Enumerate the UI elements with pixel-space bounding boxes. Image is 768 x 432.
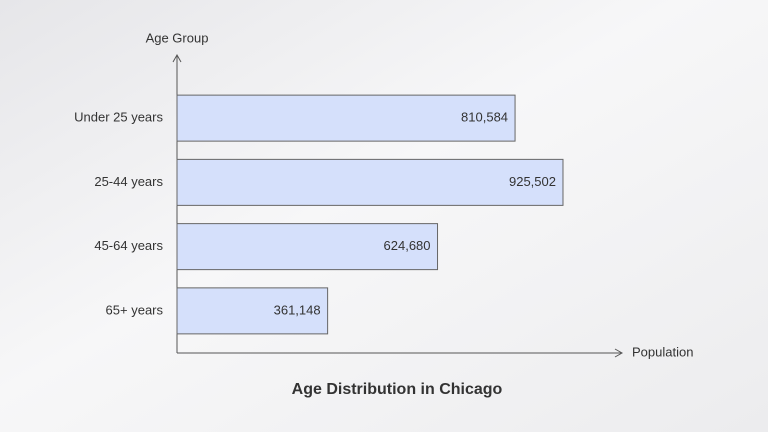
- value-label: 925,502: [509, 174, 556, 189]
- y-tick-label: 65+ years: [106, 302, 164, 317]
- value-label: 810,584: [461, 110, 508, 125]
- x-axis-label: Population: [632, 344, 693, 359]
- bar: [176, 94, 516, 142]
- y-tick-label: Under 25 years: [74, 110, 163, 125]
- bar: [176, 223, 439, 271]
- y-tick-label: 25-44 years: [94, 174, 163, 189]
- y-axis-label: Age Group: [146, 30, 209, 45]
- bar: [176, 158, 564, 206]
- value-label: 361,148: [274, 302, 321, 317]
- chart-title: Age Distribution in Chicago: [292, 381, 503, 398]
- bar: [176, 287, 329, 335]
- y-tick-label: 45-64 years: [94, 238, 163, 253]
- value-label: 624,680: [384, 238, 431, 253]
- y-axis-arrow: [172, 53, 182, 63]
- x-axis-arrow: [614, 348, 624, 358]
